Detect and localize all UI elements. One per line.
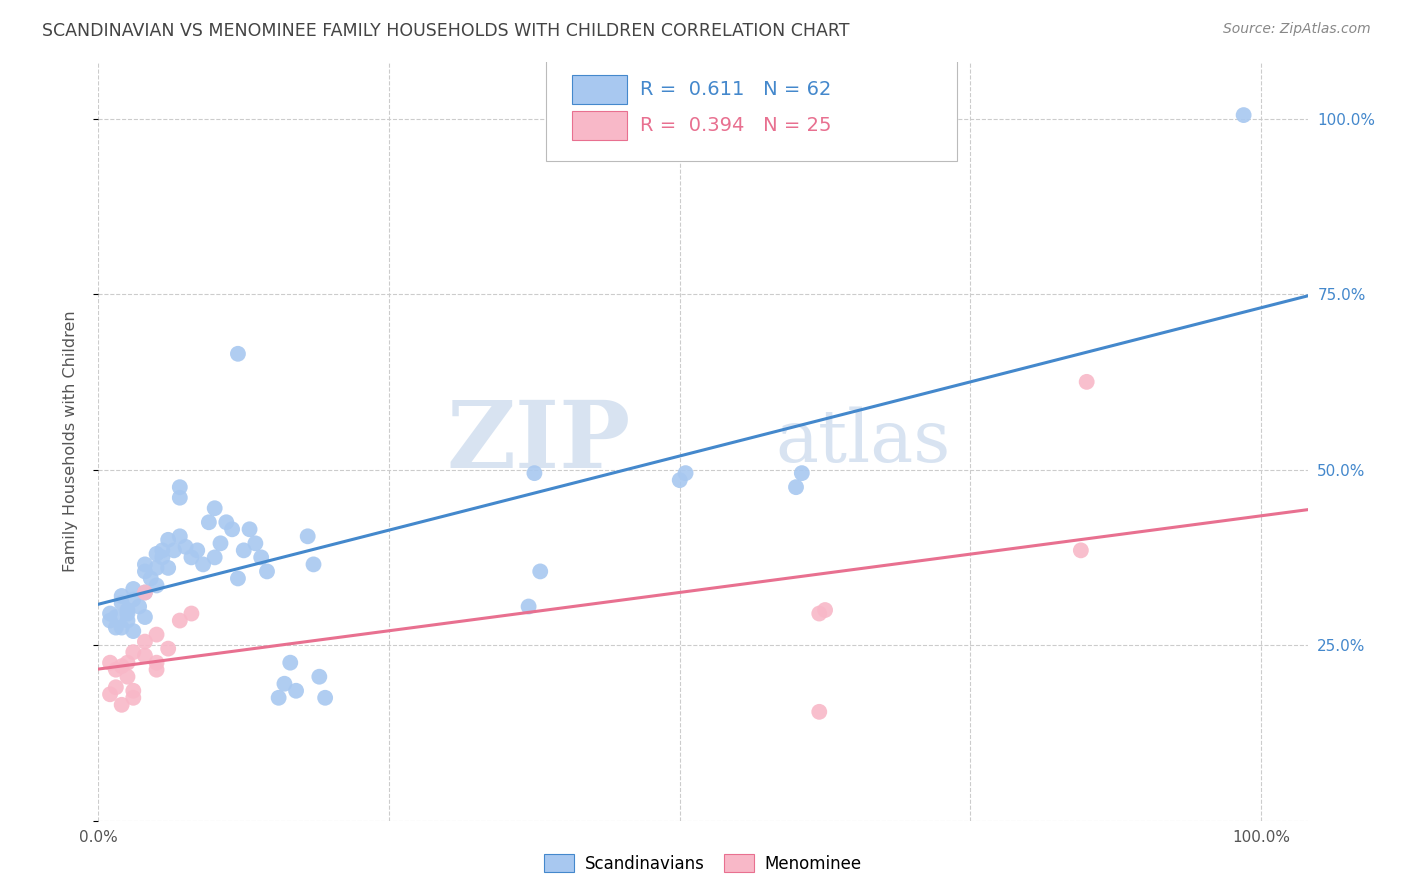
Point	[180, 550, 202, 565]
Legend: Scandinavians, Menominee: Scandinavians, Menominee	[538, 847, 868, 880]
Point	[204, 501, 226, 516]
Point	[117, 603, 139, 617]
Point	[790, 466, 813, 480]
Point	[145, 578, 167, 592]
Point	[145, 663, 167, 677]
Point	[117, 656, 139, 670]
Point	[104, 621, 127, 635]
Point	[111, 589, 134, 603]
Point	[122, 624, 145, 639]
Point	[1070, 543, 1092, 558]
Point	[215, 516, 238, 530]
Point	[122, 592, 145, 607]
Point	[117, 670, 139, 684]
Point	[134, 558, 156, 572]
Point	[523, 466, 546, 480]
Point	[169, 491, 191, 505]
Point	[98, 656, 121, 670]
Point	[134, 634, 156, 648]
Point	[98, 607, 121, 621]
Point	[675, 466, 697, 480]
Point	[111, 621, 134, 635]
Point	[111, 659, 134, 673]
FancyBboxPatch shape	[572, 75, 627, 104]
Point	[145, 656, 167, 670]
Point	[1076, 375, 1098, 389]
Point	[191, 558, 214, 572]
Point	[814, 603, 837, 617]
Point	[285, 683, 308, 698]
Point	[111, 596, 134, 610]
Point	[104, 610, 127, 624]
Point	[134, 585, 156, 599]
Point	[174, 540, 197, 554]
Point	[245, 536, 267, 550]
Point	[256, 565, 278, 579]
Point	[104, 663, 127, 677]
Point	[517, 599, 540, 614]
Point	[1233, 108, 1256, 122]
Point	[273, 677, 295, 691]
Point	[169, 529, 191, 543]
Point	[297, 529, 319, 543]
Point	[180, 607, 202, 621]
Point	[117, 614, 139, 628]
Text: atlas: atlas	[776, 406, 950, 477]
Point	[104, 680, 127, 694]
Point	[122, 582, 145, 596]
Point	[226, 571, 249, 585]
Point	[98, 687, 121, 701]
Point	[111, 698, 134, 712]
Point	[232, 543, 254, 558]
Point	[808, 705, 831, 719]
Point	[134, 585, 156, 599]
Point	[122, 690, 145, 705]
Point	[134, 565, 156, 579]
Point	[204, 550, 226, 565]
Text: R =  0.611   N = 62: R = 0.611 N = 62	[640, 80, 831, 99]
Point	[157, 561, 180, 575]
Point	[122, 645, 145, 659]
Point	[198, 516, 221, 530]
Point	[529, 565, 551, 579]
Point	[239, 522, 262, 536]
Point	[145, 627, 167, 641]
Point	[314, 690, 336, 705]
Text: SCANDINAVIAN VS MENOMINEE FAMILY HOUSEHOLDS WITH CHILDREN CORRELATION CHART: SCANDINAVIAN VS MENOMINEE FAMILY HOUSEHO…	[42, 22, 849, 40]
Point	[157, 533, 180, 547]
Point	[145, 561, 167, 575]
Text: ZIP: ZIP	[446, 397, 630, 486]
Point	[128, 599, 150, 614]
Point	[209, 536, 232, 550]
Point	[169, 480, 191, 494]
Point	[186, 543, 208, 558]
Point	[134, 648, 156, 663]
FancyBboxPatch shape	[546, 59, 957, 161]
Point	[145, 547, 167, 561]
Point	[808, 607, 831, 621]
Point	[785, 480, 807, 494]
Point	[308, 670, 330, 684]
Point	[267, 690, 290, 705]
Point	[139, 571, 162, 585]
Point	[250, 550, 273, 565]
Y-axis label: Family Households with Children: Family Households with Children	[63, 310, 77, 573]
Point	[226, 347, 249, 361]
Text: R =  0.394   N = 25: R = 0.394 N = 25	[640, 116, 831, 135]
Point	[117, 607, 139, 621]
Point	[278, 656, 301, 670]
Point	[98, 614, 121, 628]
FancyBboxPatch shape	[572, 111, 627, 140]
Point	[157, 641, 180, 656]
Point	[163, 543, 186, 558]
Point	[122, 683, 145, 698]
Point	[302, 558, 325, 572]
Point	[668, 473, 690, 487]
Point	[150, 550, 173, 565]
Text: Source: ZipAtlas.com: Source: ZipAtlas.com	[1223, 22, 1371, 37]
Point	[134, 610, 156, 624]
Point	[169, 614, 191, 628]
Point	[221, 522, 243, 536]
Point	[150, 543, 173, 558]
